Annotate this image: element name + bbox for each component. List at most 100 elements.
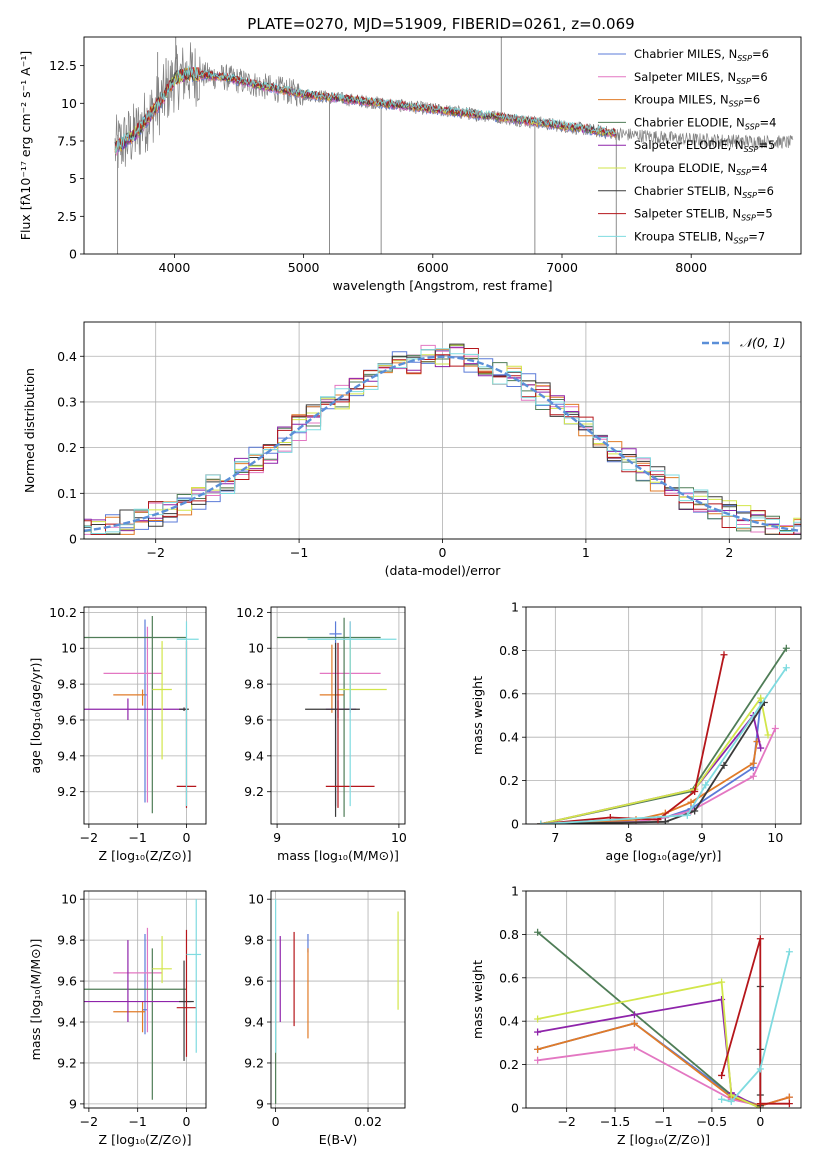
y-tick-label: 9.2 [244, 1055, 264, 1070]
mass-weight-marker [630, 1011, 638, 1019]
mass-weight-line-5 [540, 695, 769, 824]
legend-subscript: SSP [745, 122, 760, 131]
mass-weight-line-5 [537, 981, 761, 1108]
axes-frame [83, 606, 207, 825]
y-tick-label: 9.2 [244, 784, 264, 799]
plot-area-age_vs_Z [84, 615, 199, 814]
mass-weight-marker [756, 1065, 764, 1073]
errorbar-point-6 [179, 707, 189, 712]
x-tick-label: 10 [767, 830, 783, 845]
x-tick-label: 9 [698, 830, 706, 845]
legend-text: Kroupa STELIB, N [634, 229, 734, 243]
x-axis-label: Z [log₁₀(Z/Z⊙)] [617, 1132, 710, 1147]
panel-age_vs_Z: −2 −1 0 9.2 9.4 9.6 9.8 10 10.2 Z [log₁₀(Z/Z⊙)] ag… [28, 605, 207, 863]
x-tick-label: −1 [654, 1114, 672, 1129]
x-tick-label: 0 [272, 1114, 280, 1129]
y-tick-label: 7.5 [57, 133, 77, 148]
residuals-legend: 𝒩(0, 1) [702, 335, 786, 350]
y-tick-label: 9.4 [57, 1015, 77, 1030]
y-tick-label: 9.8 [57, 677, 77, 692]
mass-weight-marker [630, 1043, 638, 1051]
x-tick-label: 0 [756, 1114, 764, 1129]
histogram-step-8 [84, 348, 801, 534]
legend-subscript: SSP [736, 77, 751, 86]
y-tick-label: 9.6 [244, 974, 264, 989]
mass-weight-marker [661, 818, 669, 824]
axes-frame [83, 890, 207, 1109]
y-tick-label: 9.8 [244, 677, 264, 692]
x-tick-label: 1 [582, 545, 590, 560]
errorbar-point-2 [319, 644, 345, 713]
legend-text: Salpeter STELIB, N [634, 207, 741, 221]
x-axis-label: mass [log₁₀(M/M⊙)] [277, 848, 399, 863]
x-tick-label: 0 [439, 545, 447, 560]
x-tick-label: −1 [128, 830, 146, 845]
errorbar-point-3 [277, 617, 381, 817]
y-tick-label: 10 [248, 892, 264, 907]
y-tick-label: 9 [256, 1096, 264, 1111]
mass-weight-line-7 [720, 938, 790, 1105]
y-tick-label: 1 [511, 884, 519, 899]
mass-weight-marker [537, 820, 545, 824]
plot-area-age_vs_mass [277, 617, 397, 817]
y-tick-label: 9.8 [57, 933, 77, 948]
x-tick-label: 0 [183, 1114, 191, 1129]
axes-frame [525, 890, 802, 1109]
legend-suffix: =6 [751, 70, 768, 84]
legend-gaussian-label: 𝒩(0, 1) [740, 335, 786, 350]
panel-spectrum: 4000 5000 6000 7000 8000 0 2.5 5 7.5 10 12.5 wavele… [18, 36, 802, 293]
spectrum-data-line [114, 42, 794, 169]
y-tick-label: 0 [69, 247, 77, 262]
legend-subscript: SSP [729, 100, 744, 109]
mass-weight-marker [782, 664, 790, 672]
plot-area-spectrum [114, 37, 794, 254]
mass-weight-marker [785, 1100, 793, 1108]
mass-weight-marker [534, 1056, 542, 1064]
y-tick-label: 9.6 [57, 712, 77, 727]
y-axis-label: age [log₁₀(age/yr)] [28, 658, 43, 774]
x-tick-label: −2 [80, 830, 98, 845]
legend-text: Chabrier ELODIE, N [634, 115, 745, 129]
legend-label-5: Kroupa ELODIE, NSSP=4 [634, 161, 768, 177]
axes-frame [270, 606, 406, 825]
mass-weight-marker [756, 935, 764, 943]
y-tick-label: 0.4 [57, 349, 77, 364]
panel-residuals: −2 −1 0 1 2 0 0.1 0.2 0.3 0.4 (data-model)/error No… [22, 321, 802, 578]
errorbar-point-7 [176, 929, 197, 1057]
mass-weight-marker [720, 761, 728, 769]
x-tick-label: 9 [273, 830, 281, 845]
x-tick-label: −0.5 [697, 1114, 727, 1129]
errorbar-point-5 [152, 936, 172, 984]
plot-area-mass_vs_EBV [275, 899, 399, 1104]
mass-weight-marker [691, 807, 699, 815]
errorbar-point-4 [84, 698, 187, 720]
histogram-step-7 [84, 348, 801, 535]
legend-suffix: =6 [752, 47, 769, 61]
legend-text: Kroupa MILES, N [634, 93, 729, 107]
x-tick-label: 8 [625, 830, 633, 845]
mass-weight-marker [749, 759, 757, 767]
mass-weight-marker [687, 798, 695, 806]
x-axis-label: Z [log₁₀(Z/Z⊙)] [99, 848, 192, 863]
model-line-8 [114, 65, 617, 155]
y-tick-label: 5 [69, 171, 77, 186]
y-tick-label: 0 [69, 532, 77, 547]
legend-label-0: Chabrier MILES, NSSP=6 [634, 47, 769, 63]
y-tick-label: 0.2 [57, 440, 77, 455]
mass-weight-marker [718, 978, 726, 986]
y-tick-label: 9.2 [57, 1055, 77, 1070]
errorbar-point-4 [84, 940, 192, 1023]
mass-weight-marker [757, 744, 765, 752]
y-tick-label: 0.2 [499, 1057, 519, 1072]
errorbar-point-6 [305, 642, 360, 817]
plot-area-massweight_vs_Z [534, 928, 793, 1108]
mass-weight-marker [534, 1015, 542, 1023]
errorbar-point-0 [142, 933, 148, 1035]
errorbar-point-2 [113, 689, 145, 706]
y-tick-label: 0.3 [57, 394, 77, 409]
errorbar-point-1 [113, 927, 163, 1033]
x-tick-label: 0 [183, 830, 191, 845]
x-tick-label: 7 [551, 830, 559, 845]
mass-weight-marker [683, 811, 691, 819]
